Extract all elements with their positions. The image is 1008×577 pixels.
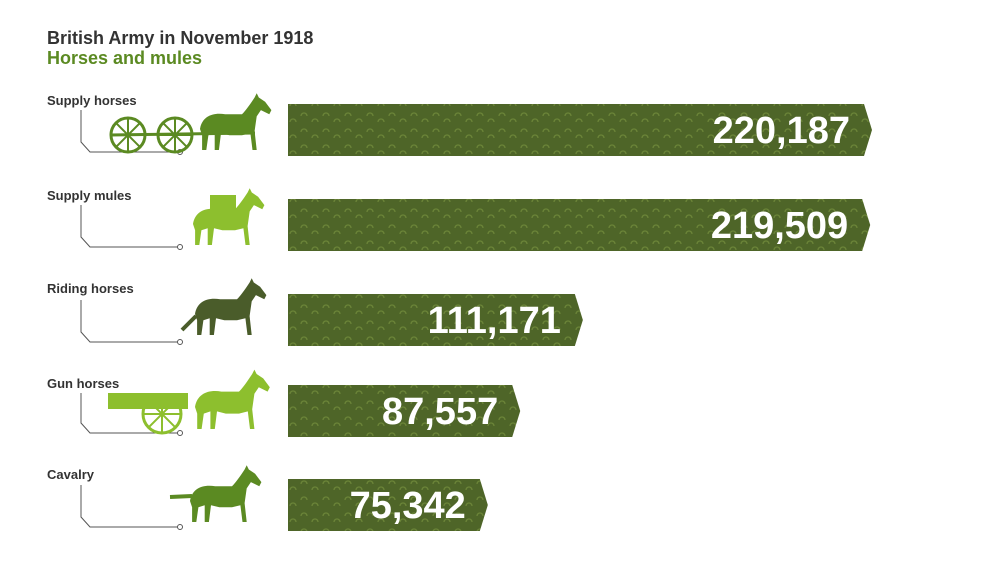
riding-horse-icon <box>180 278 267 335</box>
bar-supply-horses <box>288 104 872 156</box>
galloping-horse-icon <box>169 465 262 522</box>
value-label-supply-horses: 220,187 <box>713 110 850 152</box>
gun-carriage-horse-icon <box>108 369 270 435</box>
connector-line-supply-mules <box>80 205 178 248</box>
category-label-cavalry: Cavalry <box>47 467 94 482</box>
chart-title: British Army in November 1918 <box>47 28 314 48</box>
connector-line-gun-horses <box>80 393 178 434</box>
connector-dot-gun-horses <box>177 430 183 436</box>
value-label-cavalry: 75,342 <box>350 485 466 527</box>
bar-supply-mules <box>288 199 871 251</box>
connector-line-riding-horses <box>80 300 178 343</box>
connector-dot-cavalry <box>177 524 183 530</box>
bar-gun-horses <box>288 385 521 437</box>
category-label-supply-horses: Supply horses <box>47 93 137 108</box>
bar-cavalry <box>288 479 488 531</box>
category-label-riding-horses: Riding horses <box>47 281 134 296</box>
pack-mule-icon <box>193 188 265 245</box>
bar-riding-horses <box>288 294 583 346</box>
value-label-supply-mules: 219,509 <box>711 205 848 247</box>
connector-dot-supply-mules <box>177 244 183 250</box>
category-label-gun-horses: Gun horses <box>47 376 120 391</box>
value-label-riding-horses: 111,171 <box>428 300 561 342</box>
connector-line-cavalry <box>80 485 178 528</box>
category-label-supply-mules: Supply mules <box>47 188 132 203</box>
wagon-horse-icon <box>109 93 272 154</box>
chart-subtitle: Horses and mules <box>47 48 203 68</box>
value-label-gun-horses: 87,557 <box>382 391 498 433</box>
connector-dot-riding-horses <box>177 339 183 345</box>
